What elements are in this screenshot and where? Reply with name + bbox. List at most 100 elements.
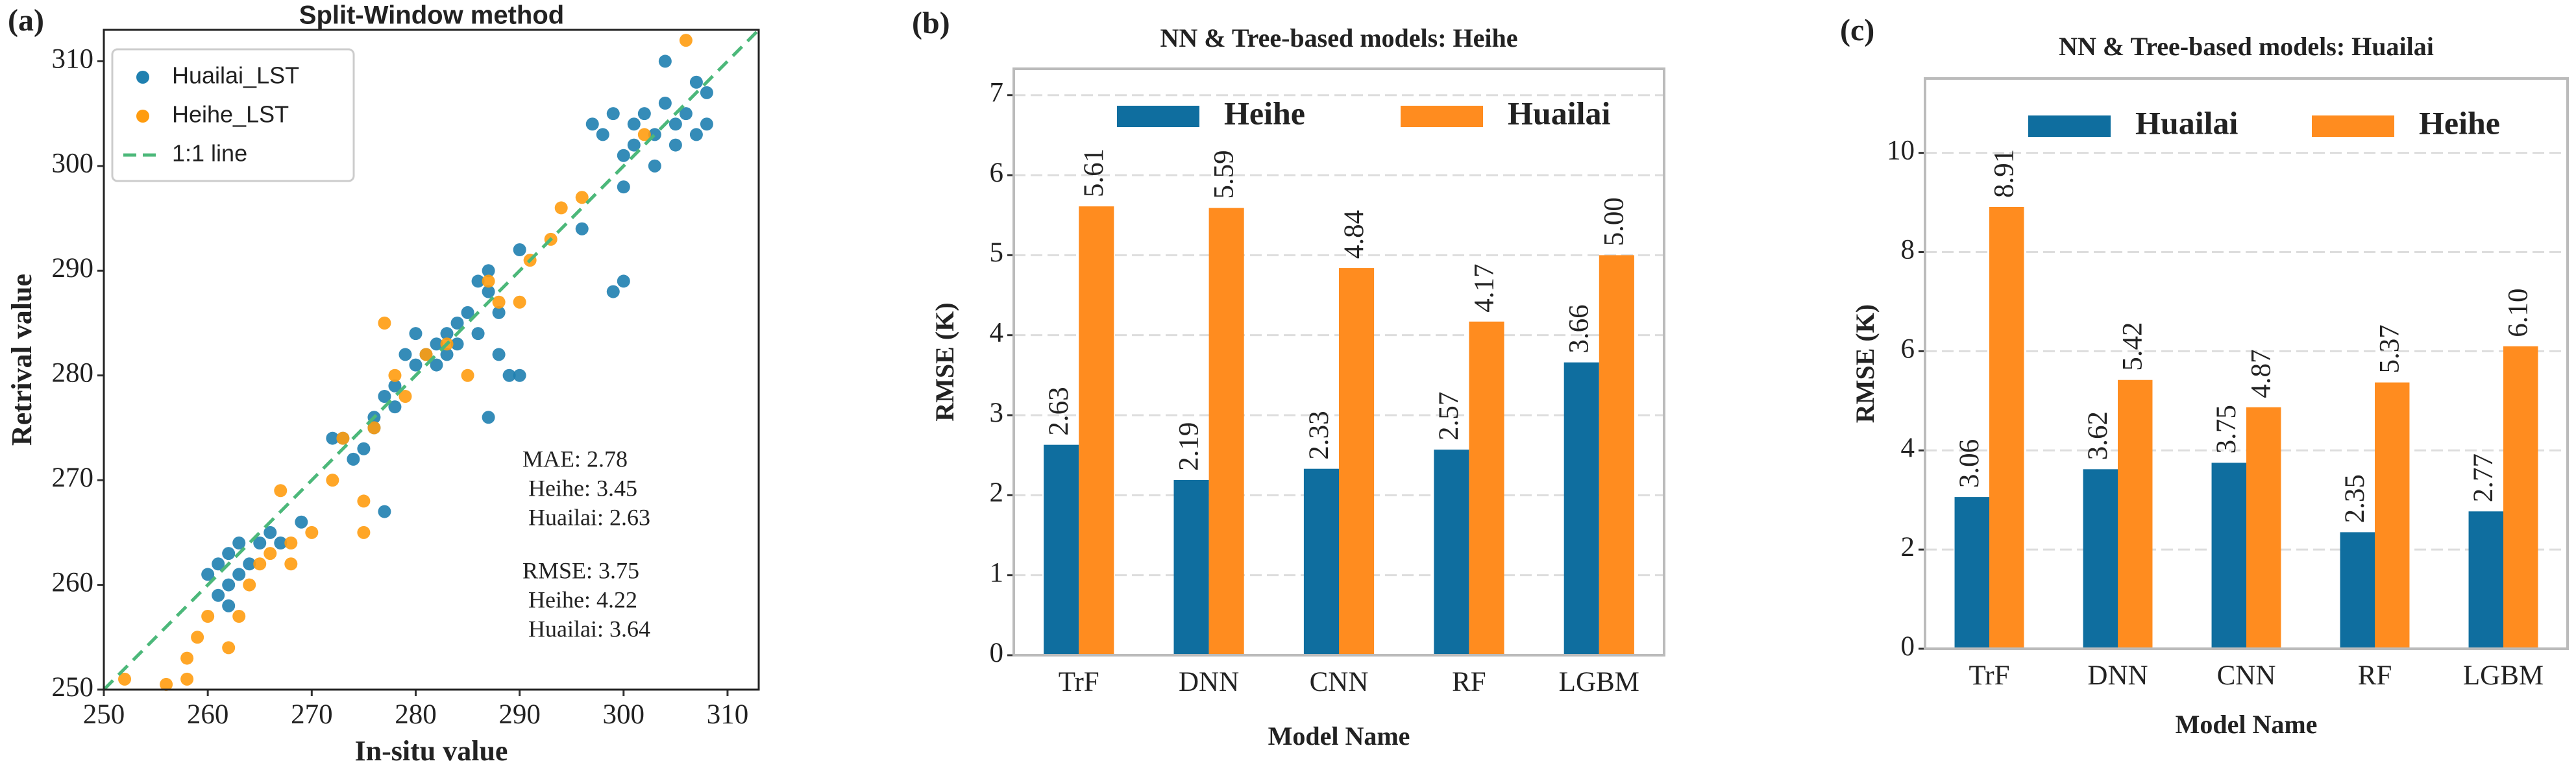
y-tick-label: 8 <box>1901 234 1915 265</box>
value-label: 3.62 <box>2083 411 2113 460</box>
panel-label: (a) <box>8 3 44 38</box>
panel-label: (b) <box>912 6 950 40</box>
scatter-point <box>180 672 194 686</box>
value-label: 3.66 <box>1564 304 1595 353</box>
scatter-point <box>617 180 630 194</box>
scatter-point <box>617 274 630 288</box>
scatter-point <box>243 578 256 592</box>
scatter-point <box>357 442 371 455</box>
bar <box>1173 479 1209 655</box>
bar <box>1303 468 1339 655</box>
scatter-point <box>689 75 703 89</box>
value-label: 5.37 <box>2375 324 2405 373</box>
scatter-point <box>378 317 391 330</box>
value-label: 3.75 <box>2211 405 2242 453</box>
annotation: MAE: 2.78 <box>522 446 628 472</box>
bar <box>2375 382 2410 649</box>
value-label: 5.61 <box>1079 149 1109 197</box>
y-tick-label: 0 <box>1901 631 1915 662</box>
scatter-point <box>378 505 391 518</box>
scatter-point <box>492 295 506 309</box>
legend-box <box>111 48 355 182</box>
y-axis-label: RMSE (K) <box>930 302 959 421</box>
legend-swatch <box>2312 115 2394 137</box>
y-tick-label: 1 <box>990 558 1004 588</box>
scatter-point <box>274 484 288 498</box>
value-label: 2.33 <box>1304 411 1334 459</box>
scatter-point <box>118 672 132 686</box>
legend-label: 1:1 line <box>172 140 247 167</box>
scatter-point <box>648 159 661 173</box>
value-label: 2.63 <box>1044 387 1074 435</box>
scatter-point <box>513 295 526 309</box>
scatter-point <box>399 348 412 361</box>
scatter-point <box>160 677 173 691</box>
value-label: 2.57 <box>1434 392 1464 440</box>
value-label: 5.59 <box>1209 150 1240 199</box>
scatter-point <box>357 494 371 508</box>
bar <box>2503 346 2538 649</box>
one-to-one-line <box>103 29 760 691</box>
x-tick-label: RF <box>2358 660 2392 691</box>
chart-title: Split-Window method <box>299 1 564 30</box>
x-tick-label: 300 <box>603 699 645 730</box>
plot-frame <box>1012 67 1665 657</box>
value-label: 4.17 <box>1469 263 1499 312</box>
scatter-point <box>222 641 236 655</box>
scatter-point <box>679 107 693 121</box>
y-tick-label: 2 <box>990 477 1004 508</box>
value-label: 6.10 <box>2503 288 2534 337</box>
scatter-point <box>201 610 215 623</box>
scatter-point <box>264 547 277 561</box>
value-label: 2.35 <box>2340 474 2370 523</box>
y-tick-label: 250 <box>52 672 94 703</box>
scatter-point <box>482 411 495 424</box>
chart-title: NN & Tree-based models: Huailai <box>2059 32 2434 61</box>
bar <box>1599 255 1634 655</box>
bar <box>1989 206 2024 649</box>
scatter-point <box>232 537 246 549</box>
scatter-point <box>409 358 423 372</box>
bar <box>2246 407 2281 649</box>
y-tick-label: 6 <box>990 158 1004 188</box>
scatter-point <box>461 306 474 319</box>
scatter-point <box>222 599 236 612</box>
legend-label: Huailai_LST <box>172 62 299 89</box>
x-tick-label: 260 <box>187 699 229 730</box>
scatter-point <box>679 34 693 47</box>
chart-title: NN & Tree-based models: Heihe <box>1160 23 1517 53</box>
bar <box>1208 208 1244 655</box>
scatter-point <box>264 525 277 539</box>
panel-label: (c) <box>1840 13 1874 47</box>
x-tick-label: 270 <box>291 699 333 730</box>
bar <box>1044 444 1079 655</box>
scatter-point <box>201 568 215 581</box>
scatter-point <box>212 588 225 602</box>
scatter-point <box>367 421 381 435</box>
scatter-point <box>482 274 495 288</box>
x-tick-label: 250 <box>83 699 125 730</box>
legend-swatch <box>2028 115 2111 137</box>
scatter-point <box>502 368 516 382</box>
scatter-point <box>378 390 391 403</box>
x-tick-label: 290 <box>498 699 541 730</box>
scatter-point <box>596 128 609 141</box>
scatter-point <box>336 431 350 445</box>
y-tick-label: 300 <box>52 149 94 179</box>
x-tick-label: LGBM <box>2463 660 2544 691</box>
y-tick-label: 10 <box>1887 136 1915 166</box>
scatter-point <box>627 117 641 131</box>
scatter-point <box>471 327 485 341</box>
y-tick-label: 270 <box>52 463 94 493</box>
bar <box>2340 532 2375 649</box>
scatter-point <box>637 107 651 121</box>
legend-marker <box>136 110 149 123</box>
bar <box>2211 463 2246 649</box>
y-tick-label: 4 <box>990 318 1004 348</box>
y-tick-label: 280 <box>52 358 94 389</box>
annotation: Huailai: 2.63 <box>522 504 650 530</box>
scatter-point <box>326 474 339 487</box>
bar <box>1434 450 1469 655</box>
scatter-point <box>430 337 443 351</box>
scatter-point <box>606 107 620 121</box>
